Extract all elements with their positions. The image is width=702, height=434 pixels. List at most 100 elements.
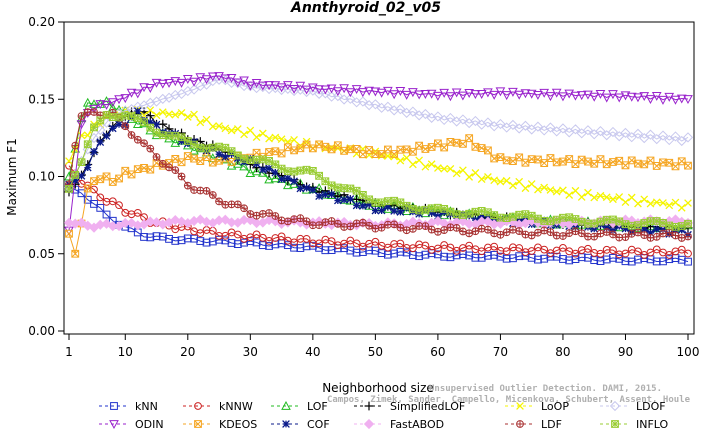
data-point: [440, 226, 449, 234]
data-point: [546, 154, 555, 162]
data-point: [96, 175, 105, 184]
data-point: [615, 254, 624, 263]
data-point: [226, 73, 237, 83]
data-point: [140, 118, 148, 127]
data-point: [296, 166, 305, 175]
data-point: [201, 216, 212, 228]
data-point: [71, 249, 80, 258]
data-point: [308, 83, 318, 93]
data-point: [251, 78, 262, 88]
data-point: [364, 86, 374, 96]
data-point: [446, 164, 455, 173]
data-point: [96, 138, 105, 146]
data-point: [484, 251, 492, 260]
data-point: [63, 217, 75, 228]
data-point: [183, 234, 192, 243]
data-point: [540, 159, 549, 167]
data-point: [190, 154, 198, 163]
data-point: [333, 196, 342, 205]
data-point: [571, 223, 580, 231]
x-tick-label: 50: [368, 345, 383, 359]
data-point: [302, 137, 311, 146]
data-point: [127, 112, 136, 121]
legend-label: SimplifiedLOF: [390, 400, 465, 413]
data-point: [145, 84, 156, 93]
data-point: [271, 160, 280, 169]
data-point: [576, 91, 587, 101]
data-point: [601, 130, 612, 141]
citation-watermark-line1: Unsupervised Outlier Detection. DAMI, 20…: [429, 383, 662, 394]
data-point: [121, 122, 130, 131]
data-point: [621, 224, 630, 233]
series-odin: [64, 72, 693, 236]
data-point: [277, 216, 286, 225]
data-point: [258, 155, 267, 164]
data-point: [376, 88, 387, 98]
data-point: [196, 118, 205, 127]
data-point: [515, 227, 524, 235]
data-point: [107, 98, 118, 108]
data-point: [482, 117, 494, 128]
data-point: [240, 154, 248, 163]
data-point: [221, 236, 230, 245]
data-point: [458, 91, 468, 101]
data-point: [571, 215, 580, 223]
data-point: [302, 184, 311, 192]
data-point: [302, 234, 311, 243]
data-point: [421, 241, 430, 250]
data-point: [308, 239, 317, 248]
data-point: [596, 249, 605, 258]
data-point: [396, 247, 405, 256]
data-point: [646, 199, 655, 208]
data-point: [590, 219, 599, 228]
data-point: [402, 145, 411, 154]
data-point: [645, 129, 656, 140]
data-point: [665, 228, 674, 237]
data-point: [320, 85, 331, 95]
data-point: [190, 186, 198, 194]
data-point: [602, 224, 611, 232]
data-point: [552, 158, 561, 167]
data-point: [671, 162, 680, 171]
data-point: [627, 193, 636, 202]
data-point: [171, 110, 180, 119]
legend-item-ldof: LDOF: [600, 400, 666, 413]
legend-item-cof: COF: [271, 418, 330, 431]
data-point: [321, 190, 330, 199]
data-point: [170, 214, 181, 226]
data-point: [684, 249, 692, 258]
data-point: [402, 244, 411, 252]
legend-item-kdeos: KDEOS: [183, 418, 257, 431]
data-point: [407, 106, 418, 117]
data-point: [534, 214, 542, 223]
data-point: [365, 146, 374, 154]
data-point: [559, 157, 567, 166]
data-point: [290, 146, 298, 155]
data-point: [65, 184, 73, 193]
data-point: [346, 222, 355, 231]
data-point: [290, 243, 298, 252]
data-point: [346, 236, 355, 245]
data-point: [677, 255, 686, 264]
data-point: [384, 202, 392, 211]
data-point: [340, 239, 349, 248]
data-point: [684, 257, 692, 266]
data-point: [421, 205, 430, 214]
data-point: [596, 229, 605, 238]
data-point: [552, 246, 561, 255]
data-point: [584, 157, 592, 166]
data-point: [383, 243, 392, 252]
data-point: [370, 87, 381, 97]
data-point: [509, 243, 517, 252]
data-point: [621, 161, 630, 170]
data-point: [652, 233, 661, 241]
data-point: [371, 246, 380, 255]
data-point: [451, 88, 462, 98]
data-point: [627, 156, 636, 165]
data-point: [496, 252, 505, 261]
data-point: [246, 233, 255, 242]
data-point: [389, 90, 399, 100]
data-point: [207, 72, 218, 82]
legend-label: LOF: [307, 400, 328, 413]
data-point: [621, 233, 630, 241]
